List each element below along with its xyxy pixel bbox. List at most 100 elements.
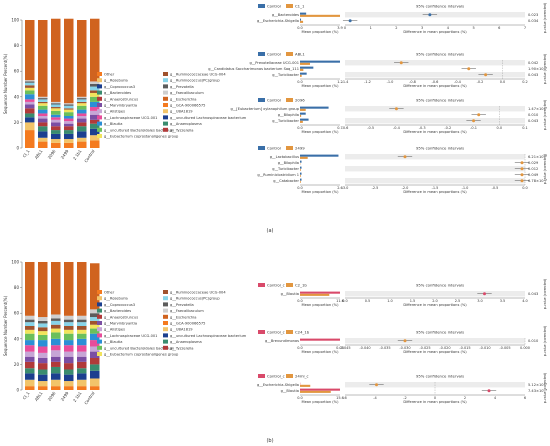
- diff-tick: -1.0: [387, 80, 394, 84]
- bar-segment: [38, 99, 48, 102]
- bar-segment: [64, 319, 74, 323]
- diff-tick: 0.000: [520, 346, 530, 350]
- bar-segment: [25, 122, 35, 131]
- bar-segment: [38, 131, 48, 138]
- ci-row-bg: [345, 166, 525, 172]
- bar-segment: [77, 141, 87, 148]
- bar-segment: [90, 110, 100, 115]
- legend-swatch: [163, 90, 168, 95]
- bar-segment: [77, 20, 87, 97]
- bar-segment: [51, 114, 61, 118]
- legend-label: g__Blautia: [104, 340, 122, 344]
- bar-segment: [90, 351, 100, 358]
- pvalue-axis-label: p-value (corrected): [543, 154, 547, 184]
- bar-segment: [51, 117, 61, 120]
- bar-segment: [25, 326, 35, 330]
- bar-segment: [64, 315, 74, 320]
- ci-row-name: g__Lactobacillus: [270, 155, 299, 159]
- legend-label: g__GCA-900066575: [170, 104, 205, 108]
- bar-segment: [25, 85, 35, 88]
- bar-segment: [64, 326, 74, 330]
- diff-tick: 5: [472, 26, 474, 30]
- mean-bar-b: [300, 14, 340, 17]
- legend-swatch: [163, 296, 168, 301]
- x-tick-label: 2499: [60, 390, 70, 402]
- bar-segment: [77, 315, 87, 320]
- y-tick-label: 20: [14, 362, 20, 367]
- mean-bar-a: [300, 166, 302, 169]
- ci-legend-label: C2_1b: [295, 283, 307, 288]
- legend-swatch: [97, 296, 102, 301]
- mean-bar-b: [300, 68, 304, 71]
- diff-tick: -0.6: [342, 126, 349, 130]
- ci-pvalue: 1.47×10⁻³: [528, 107, 547, 111]
- diff-tick: 0: [344, 26, 346, 30]
- ci-pvalue: 0.029: [528, 161, 539, 165]
- diff-tick: 0: [434, 396, 436, 400]
- bar-segment: [38, 113, 48, 116]
- diff-tick: -1.4: [342, 80, 350, 84]
- bar-segment: [77, 329, 87, 334]
- bar-segment: [90, 101, 100, 108]
- panel-label-a: (a): [267, 228, 274, 234]
- bar-segment: [38, 109, 48, 114]
- bar-segment: [25, 113, 35, 118]
- ci-title: 95% confidence intervals: [416, 52, 464, 57]
- bar-segment: [77, 361, 87, 369]
- ci-legend-label: Control: [267, 146, 281, 151]
- ci-point: [428, 13, 432, 17]
- legend-swatch: [163, 321, 168, 325]
- legend-label: g__UBA1819: [170, 110, 193, 114]
- mean-bar-b: [300, 168, 301, 171]
- bar-segment: [77, 338, 87, 346]
- legend-swatch: [97, 109, 102, 114]
- legend-label: g__Escherichia: [170, 97, 196, 101]
- bar-segment: [51, 373, 61, 380]
- diff-tick: -0.4: [393, 126, 401, 130]
- legend-label: Other: [104, 291, 115, 295]
- ci-panel-2: Control 2096 95% confidence intervals g__[E…: [230, 98, 547, 135]
- bar-segment: [64, 374, 74, 382]
- ci-panel-1: Control ABL1 95% confidence intervals g__Pr…: [208, 52, 547, 89]
- ci-pvalue: 0.049: [528, 173, 539, 177]
- y-tick-label: 80: [14, 43, 20, 48]
- diff-tick: -1.2: [364, 80, 371, 84]
- x-tick-label: Cl_1: [22, 148, 31, 158]
- ci-pvalue: 0.010: [528, 113, 539, 117]
- ci-point: [399, 61, 403, 65]
- legend-label: g__Prevotella: [170, 85, 194, 89]
- ci-legend-label: 2499: [295, 146, 305, 151]
- bar-segment: [25, 322, 35, 326]
- bar-segment: [64, 356, 74, 364]
- bar-segment: [64, 103, 74, 105]
- mean-bar-b: [300, 156, 308, 159]
- bar-segment: [90, 128, 100, 136]
- x-tick-label: 2 1b1: [72, 390, 83, 403]
- y-tick-label: 60: [14, 311, 20, 316]
- legend-label: g__GCA-900066575: [170, 322, 205, 326]
- bar-segment: [77, 326, 87, 330]
- bar-segment: [25, 99, 35, 102]
- bar-segment: [64, 386, 74, 390]
- legend-label: Other: [104, 73, 115, 77]
- legend-label: g__Marvinbryantia: [104, 104, 137, 108]
- mean-axis-label: Mean proportion (%): [301, 190, 339, 194]
- legend-label: g__Eubacterium coprostanoligenes group: [104, 353, 179, 357]
- bar-segment: [77, 333, 87, 339]
- bar-segment: [25, 90, 35, 95]
- mean-bar-a: [300, 18, 302, 21]
- bar-segment: [51, 110, 61, 115]
- bar-segment: [25, 345, 35, 352]
- ci-point: [520, 173, 524, 177]
- bar-segment: [51, 262, 61, 315]
- legend-label: g__Blautia: [104, 122, 122, 126]
- mean-tick: 0.0: [297, 346, 303, 350]
- bar-segment: [77, 137, 87, 142]
- ci-row-name: g__Turicibacter: [272, 119, 299, 123]
- y-tick-label: 40: [14, 94, 20, 99]
- bar-segment: [64, 363, 74, 370]
- ci-legend-label: Control: [267, 98, 281, 103]
- bar-segment: [51, 350, 61, 357]
- bar-segment: [51, 338, 61, 346]
- bar-segment: [90, 86, 100, 91]
